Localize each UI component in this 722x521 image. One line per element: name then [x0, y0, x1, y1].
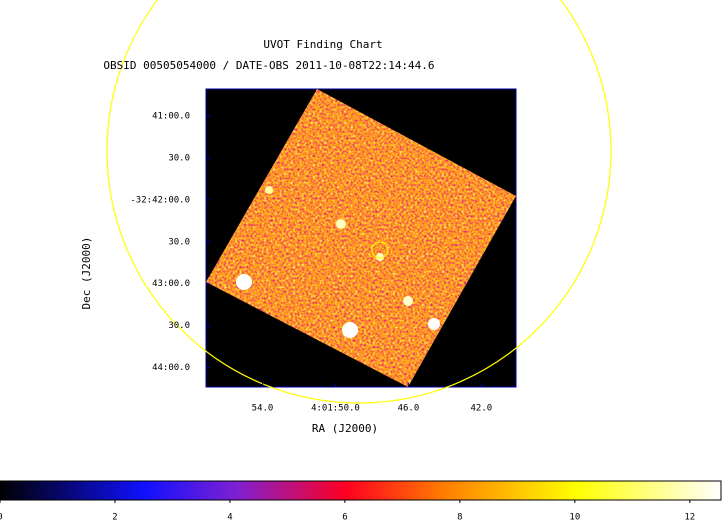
chart-title: UVOT Finding Chart	[263, 38, 382, 51]
x-tick-label: 46.0	[398, 404, 420, 414]
x-tick-label: 42.0	[471, 404, 493, 414]
x-tick-label: 54.0	[252, 404, 274, 414]
y-tick-label: 41:00.0	[152, 111, 190, 121]
y-tick-label: 30.0	[168, 153, 190, 163]
colorbar	[0, 480, 722, 501]
error-circle	[106, 0, 612, 404]
colorbar-tick-label: 0	[0, 513, 3, 521]
colorbar-tick-label: 12	[684, 513, 695, 521]
y-tick-label: 44:00.0	[152, 363, 190, 373]
colorbar-tick-label: 8	[457, 513, 462, 521]
x-axis-label: RA (J2000)	[312, 422, 378, 435]
source-marker	[371, 241, 389, 259]
colorbar-tick-label: 2	[112, 513, 117, 521]
y-tick-label: 30.0	[168, 321, 190, 331]
chart-subtitle: OBSID 00505054000 / DATE-OBS 2011-10-08T…	[103, 59, 434, 72]
y-axis-label: Dec (J2000)	[80, 237, 93, 310]
y-tick-label: -32:42:00.0	[130, 195, 190, 205]
colorbar-tick-label: 4	[227, 513, 232, 521]
colorbar-tick-label: 10	[569, 513, 580, 521]
colorbar-tick-label: 6	[342, 513, 347, 521]
y-tick-label: 43:00.0	[152, 279, 190, 289]
x-tick-label: 4:01:50.0	[311, 404, 360, 414]
y-tick-label: 30.0	[168, 237, 190, 247]
